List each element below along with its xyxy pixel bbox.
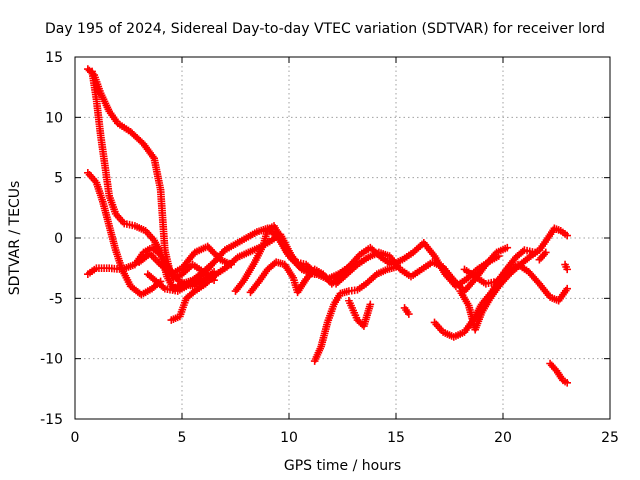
- series-arc-20: [561, 260, 571, 274]
- plus-marker: [563, 284, 571, 293]
- plus-marker: [283, 248, 291, 257]
- y-axis-label: SDTVAR / TECUs: [7, 181, 23, 296]
- plot-frame: [74, 56, 611, 420]
- series-arc-3: [84, 169, 165, 299]
- y-tick-label: 5: [54, 171, 63, 187]
- x-tick-labels: 0 5 10 15 20 25: [71, 430, 619, 446]
- grid-lines: [75, 57, 610, 419]
- y-tick-label: -15: [40, 412, 63, 428]
- data-series: [84, 65, 571, 387]
- series-arc-17: [456, 224, 571, 334]
- y-tick-label: -10: [40, 352, 63, 368]
- y-tick-label: -5: [49, 291, 63, 307]
- y-tick-label: 15: [45, 50, 63, 66]
- x-axis-label: GPS time / hours: [284, 458, 401, 474]
- y-tick-label: 10: [45, 110, 63, 126]
- x-tick-label: 10: [280, 430, 298, 446]
- x-tick-label: 25: [601, 430, 619, 446]
- series-arc-11: [345, 296, 375, 330]
- series-arc-14: [400, 304, 413, 318]
- series-arc-13: [332, 243, 512, 295]
- plus-marker: [563, 379, 571, 387]
- series-arc-2: [88, 67, 218, 293]
- series-arc-19: [546, 359, 571, 387]
- plus-marker: [563, 265, 571, 274]
- chart-title: Day 195 of 2024, Sidereal Day-to-day VTE…: [45, 21, 605, 37]
- plus-marker: [405, 310, 413, 318]
- x-tick-label: 0: [71, 430, 80, 446]
- plus-marker: [542, 248, 550, 257]
- y-tick-label: 0: [54, 231, 63, 247]
- series-arc-10: [310, 263, 400, 365]
- x-tick-label: 20: [494, 430, 512, 446]
- plus-marker: [563, 231, 571, 240]
- x-tick-label: 5: [178, 430, 187, 446]
- series-arc-18: [535, 248, 550, 264]
- y-tick-labels: -15 -10 -5 0 5 10 15: [40, 50, 63, 428]
- series-arc-8: [231, 222, 291, 295]
- x-tick-label: 15: [387, 430, 405, 446]
- plus-marker: [366, 300, 375, 309]
- plus-marker: [503, 243, 512, 252]
